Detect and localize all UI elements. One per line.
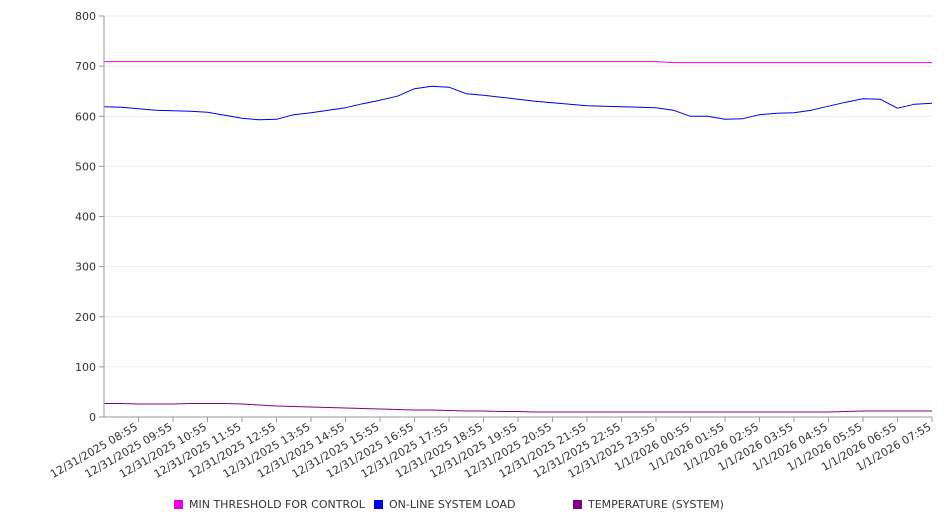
y-tick-label: 400 — [75, 211, 96, 224]
system-load-line — [103, 85, 933, 121]
y-tick-label: 500 — [75, 160, 96, 173]
legend-label-temperature: TEMPERATURE (SYSTEM) — [588, 498, 724, 511]
legend: MIN THRESHOLD FOR CONTROL ON-LINE SYSTEM… — [174, 498, 874, 514]
temperature-line — [104, 403, 932, 413]
y-tick-label: 200 — [75, 311, 96, 324]
legend-label-min-threshold: MIN THRESHOLD FOR CONTROL — [189, 498, 365, 511]
y-tick-label: 800 — [75, 10, 96, 23]
y-tick-label: 0 — [89, 411, 96, 424]
grid-lines — [104, 15, 932, 418]
legend-swatch-temperature — [573, 500, 582, 509]
min-threshold-line — [104, 61, 932, 64]
legend-label-system-load: ON-LINE SYSTEM LOAD — [389, 498, 516, 511]
series-lines — [103, 61, 933, 413]
legend-swatch-min-threshold — [174, 500, 183, 509]
legend-item-temperature[interactable]: TEMPERATURE (SYSTEM) — [573, 498, 724, 511]
legend-item-system-load[interactable]: ON-LINE SYSTEM LOAD — [374, 498, 515, 511]
legend-item-min-threshold[interactable]: MIN THRESHOLD FOR CONTROL — [174, 498, 365, 511]
y-axis-ticks: 0 100 200 300 400 500 600 700 800 — [75, 10, 104, 424]
y-tick-label: 700 — [75, 60, 96, 73]
y-tick-label: 600 — [75, 110, 96, 123]
y-tick-label: 100 — [75, 361, 96, 374]
y-tick-label: 300 — [75, 261, 96, 274]
legend-swatch-system-load — [374, 500, 383, 509]
